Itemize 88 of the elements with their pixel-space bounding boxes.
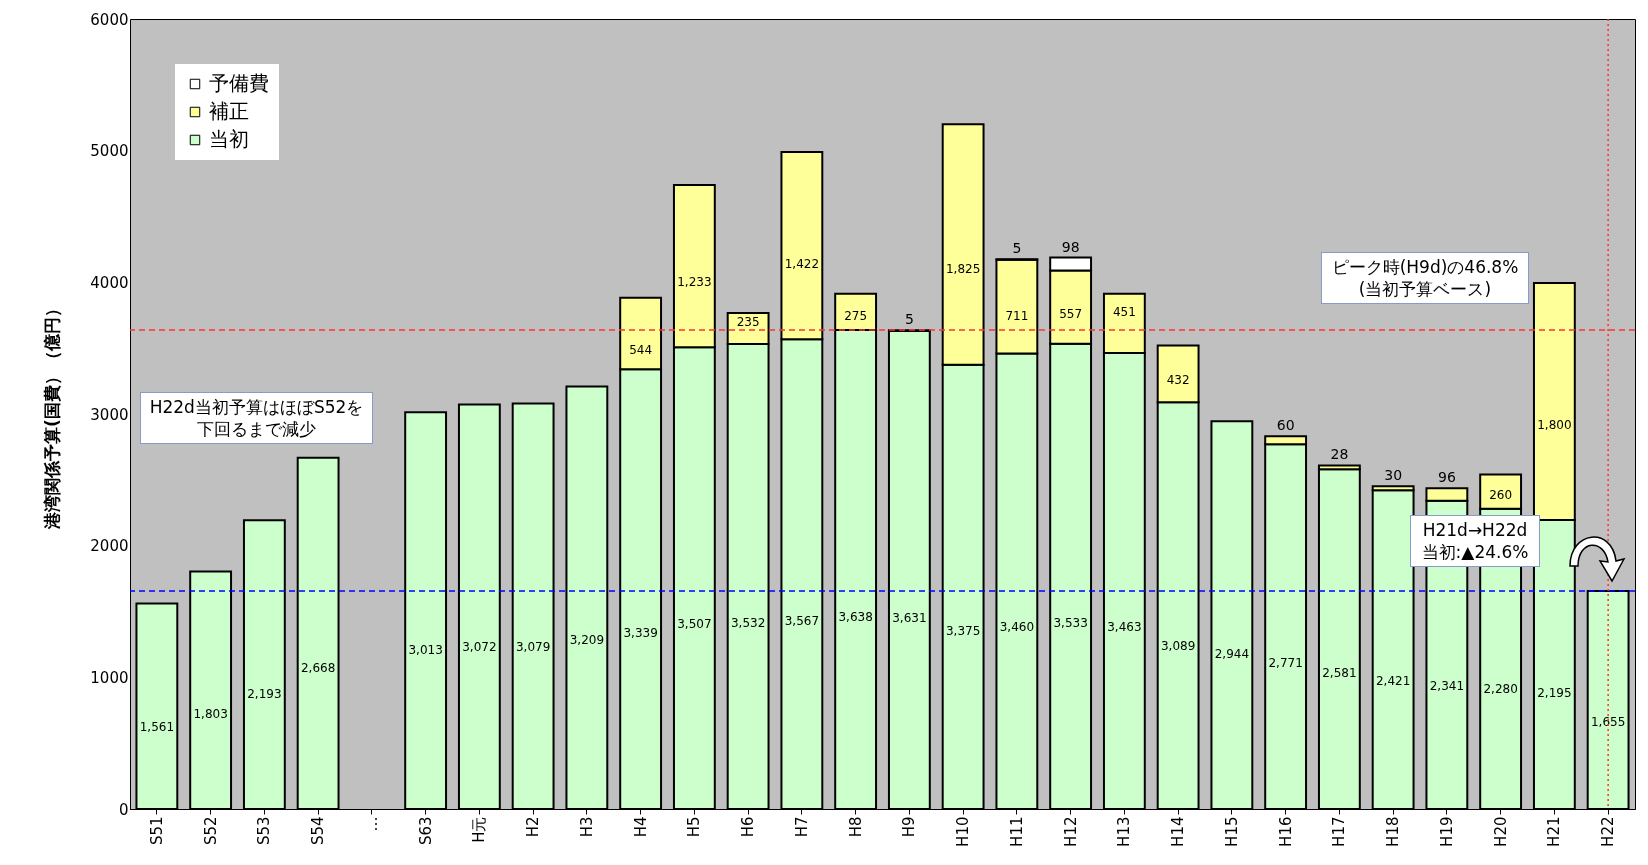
data-label: 5 [904,311,914,328]
data-label: 98 [1061,238,1080,255]
legend-label: 補正 [209,99,249,123]
data-label: 1,803 [193,707,228,722]
y-tick-label: 5000 [90,142,129,161]
data-label: 275 [844,308,868,323]
data-label: 2,944 [1214,646,1250,661]
x-tick-label: H5 [685,816,704,838]
y-axis-title: 港湾関係予算(国費）（億円） [42,300,63,530]
x-tick-label: H9 [900,816,919,838]
data-label: 60 [1276,417,1295,434]
x-tick-label: H22 [1599,816,1618,847]
data-label: 2,668 [300,661,336,676]
data-label: 96 [1437,469,1456,486]
data-label: 235 [736,314,760,329]
x-tick-label: … [362,816,381,832]
data-label: 451 [1112,304,1136,319]
data-label: 2,771 [1268,656,1303,671]
x-tick-label: H17 [1330,816,1349,847]
x-tick-label: H11 [1007,816,1026,847]
y-tick-label: 0 [118,800,129,819]
x-tick-label: S51 [147,816,166,846]
annotation: ピーク時(H9d)の46.8%(当初予算ベース) [1321,252,1529,305]
x-tick-label: H4 [631,816,650,838]
data-label: 2,421 [1375,674,1411,689]
data-label: 1,800 [1537,418,1572,433]
x-tick-label: S52 [201,816,220,846]
data-label: 3,013 [408,643,443,658]
y-tick-label: 2000 [90,537,129,556]
x-tick-label: H18 [1384,816,1403,847]
data-label: 30 [1384,467,1403,484]
x-tick-label: S63 [416,816,435,846]
x-tick-label: H10 [954,816,973,847]
data-label: 260 [1489,488,1513,503]
data-label: 3,507 [677,617,712,632]
y-tick-label: 1000 [90,668,129,687]
x-tick-label: H8 [846,816,865,838]
data-label: 3,089 [1160,639,1196,654]
x-tick-label: H19 [1437,816,1456,847]
data-label: 3,209 [569,632,605,647]
data-label: 432 [1166,372,1190,387]
x-tick-label: S53 [255,816,274,846]
data-label: 1,561 [139,719,175,734]
data-label: 2,341 [1429,678,1465,693]
data-label: 711 [1005,308,1029,323]
data-label: 2,195 [1537,686,1572,701]
data-label: 2,193 [247,686,282,701]
data-label: 5 [1012,240,1022,257]
data-label: 1,655 [1590,714,1626,729]
y-tick-label: 6000 [90,10,129,29]
x-tick-label: S54 [309,816,328,846]
data-label: 3,463 [1107,619,1142,634]
annotation: H21d→H22d当初:▲24.6% [1410,515,1540,568]
data-label: 1,825 [945,261,981,276]
x-tick-label: H6 [739,816,758,838]
annotation: H22d当初予算はほぼS52を下回るまで減少 [140,392,373,445]
y-tick-label: 3000 [90,405,129,424]
data-label: 3,375 [945,624,981,639]
data-label: 3,567 [784,614,820,629]
data-label: 1,233 [677,275,712,290]
data-label: 28 [1330,446,1349,463]
data-label: 1,422 [784,257,820,272]
data-label: 544 [629,342,653,357]
x-tick-label: H12 [1061,816,1080,847]
legend-label: 当初 [209,127,249,151]
data-label: 3,460 [999,619,1035,634]
x-tick-label: H16 [1276,816,1295,847]
x-tick-label: H21 [1545,816,1564,847]
x-tick-label: H2 [524,816,543,838]
x-tick-label: H20 [1491,816,1510,847]
data-label: 3,079 [515,639,551,654]
y-tick-label: 4000 [90,273,129,292]
data-label: 2,280 [1483,681,1518,696]
x-tick-label: H15 [1222,816,1241,847]
data-label: 3,638 [838,610,873,625]
x-tick-label: H13 [1115,816,1134,847]
data-label: 3,533 [1053,615,1088,630]
x-tick-label: H3 [577,816,596,838]
legend-label: 予備費 [209,71,269,95]
data-label: 3,631 [892,610,927,625]
data-label: 3,532 [730,615,766,630]
x-tick-label: H7 [792,816,811,838]
data-label: 2,581 [1322,666,1357,681]
x-tick-label: H元 [470,816,489,843]
data-label: 557 [1059,307,1083,322]
data-label: 3,339 [623,626,658,641]
x-tick-label: H14 [1169,816,1188,847]
data-label: 3,072 [462,640,497,655]
